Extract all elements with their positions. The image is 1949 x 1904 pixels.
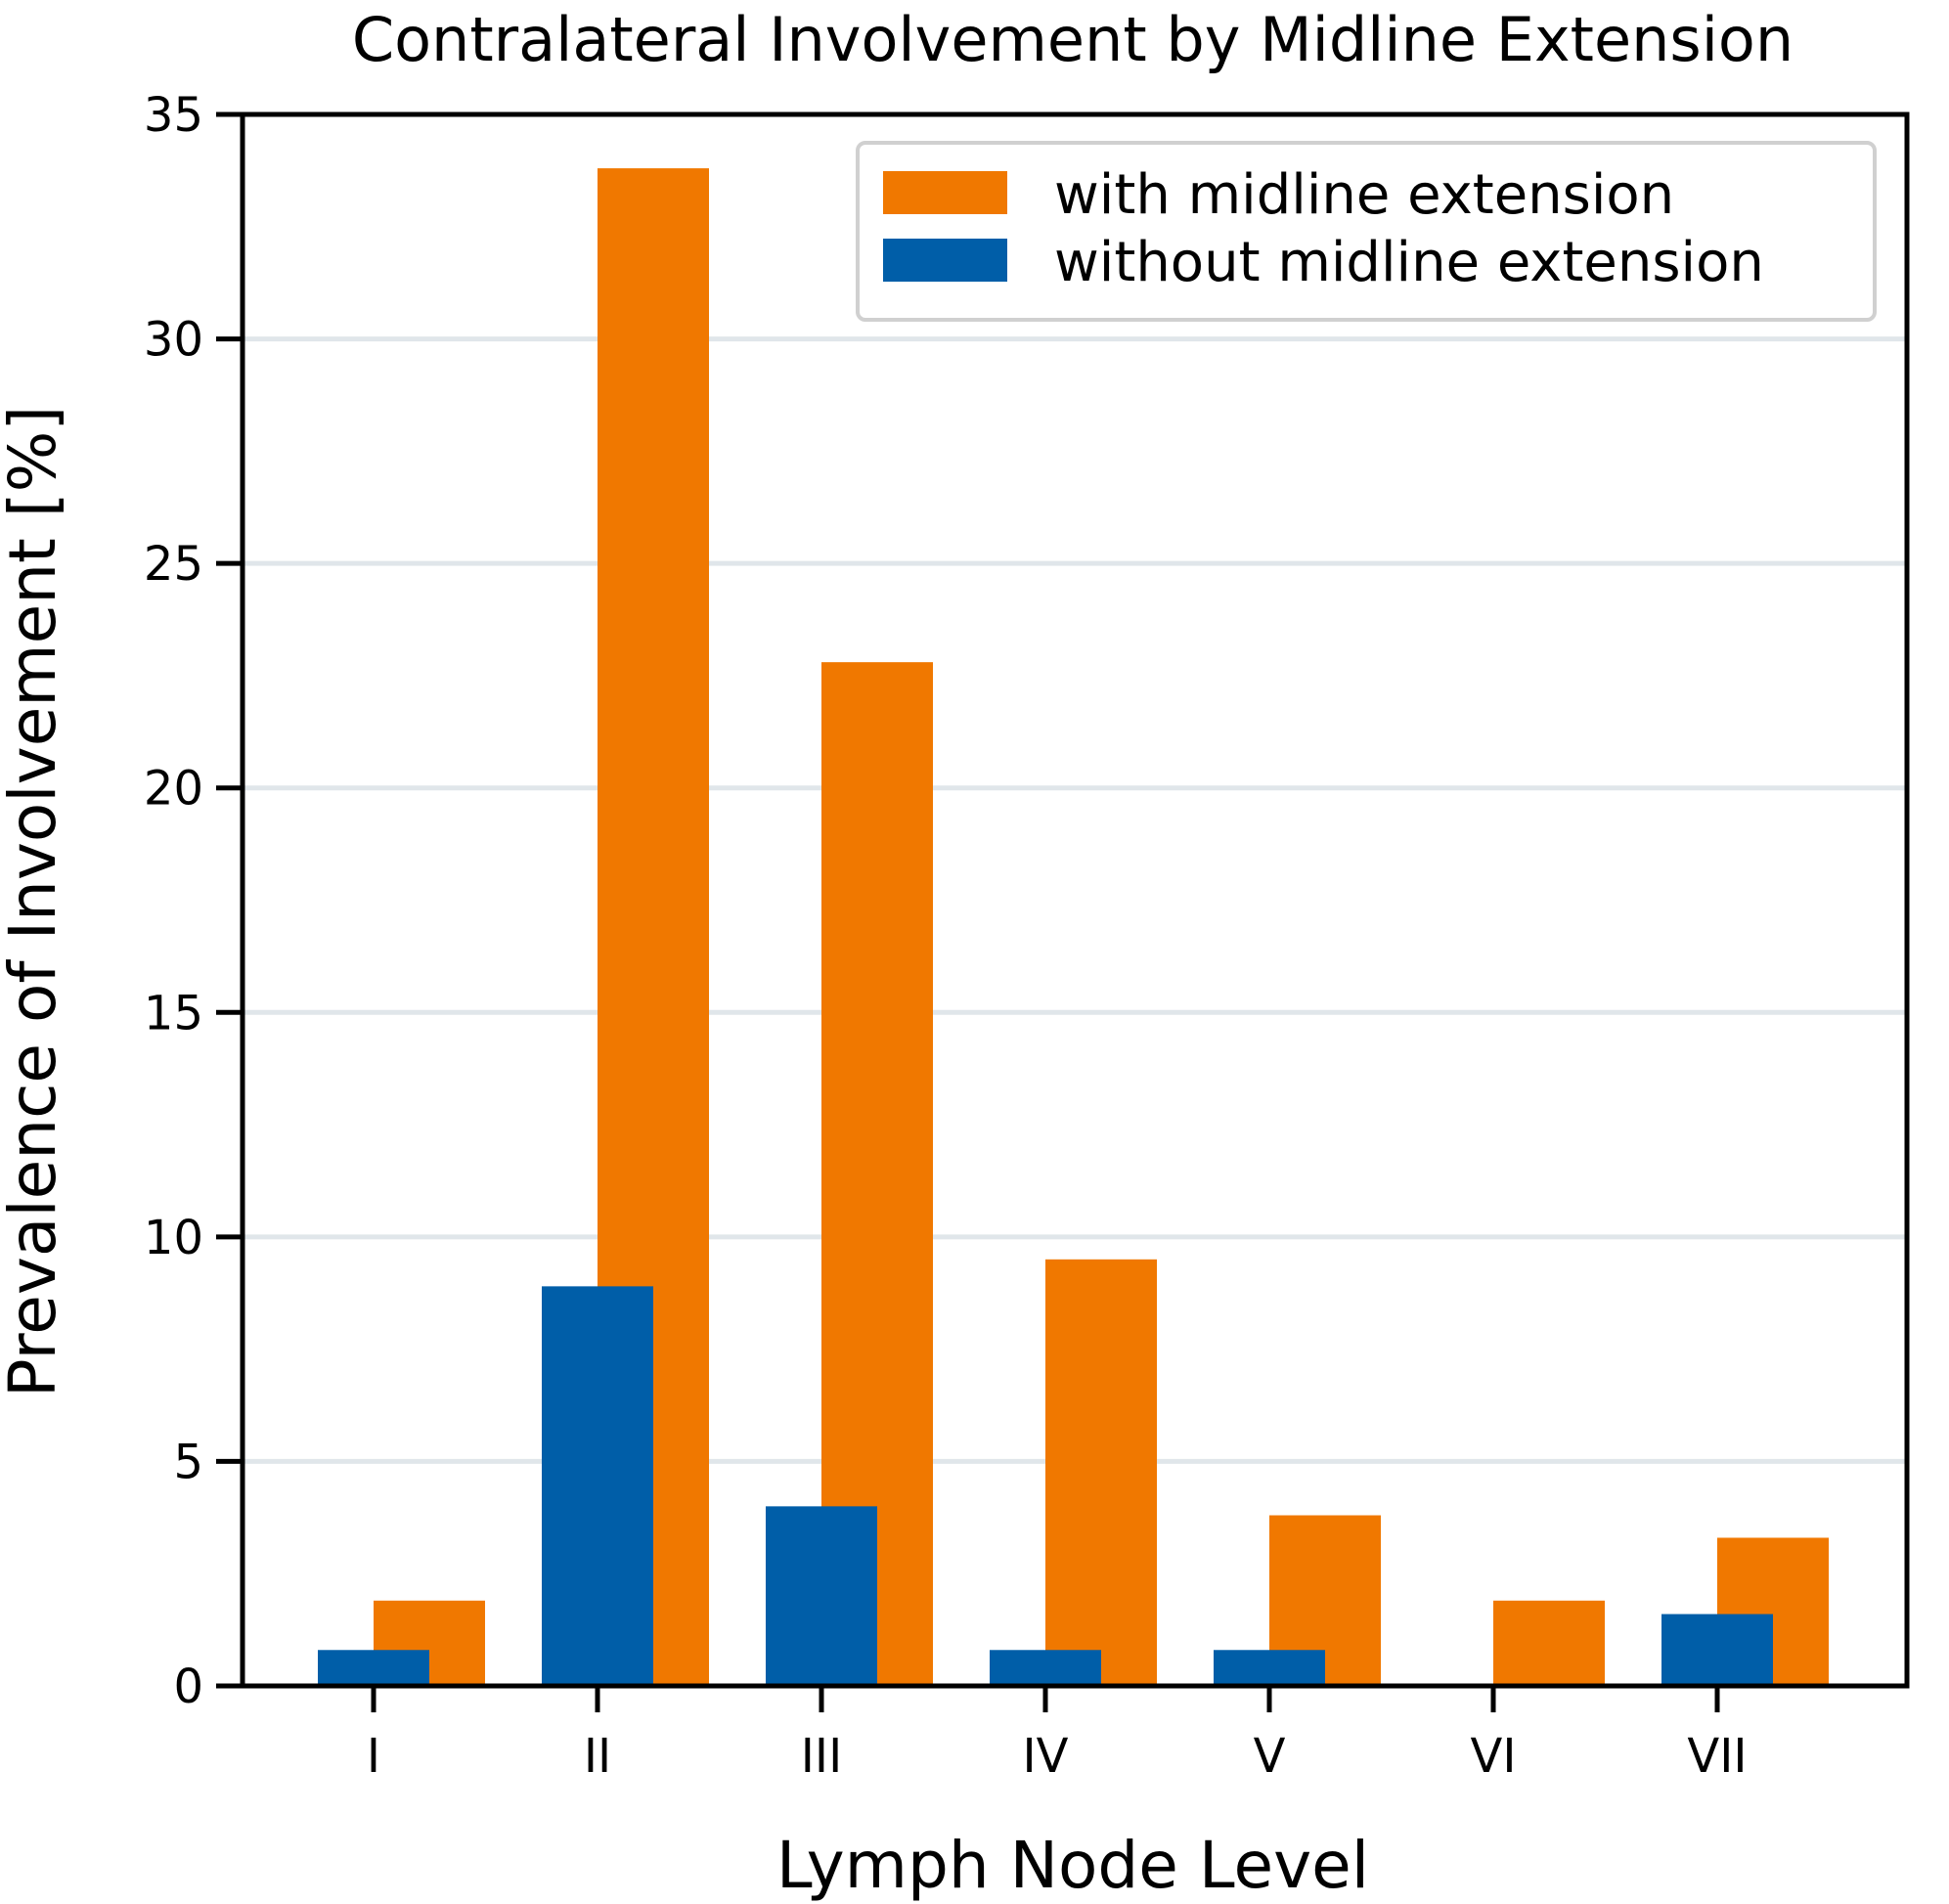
y-tick-label: 30 [144,313,203,368]
y-tick-label: 25 [144,537,203,592]
y-tick-label: 0 [173,1660,203,1714]
y-tick-label: 20 [144,762,203,817]
x-tick-label: III [801,1729,842,1784]
bar-with-midline-IV [1045,1259,1157,1686]
x-tick-label: I [367,1729,380,1784]
bar-without-midline-III [766,1506,877,1686]
legend-box [856,141,1877,322]
x-tick-label: VI [1471,1729,1517,1784]
bars [318,168,1829,1686]
y-axis-ticks: 0 5 10 15 20 25 30 35 [144,88,243,1714]
bar-without-midline-IV [990,1650,1101,1686]
y-axis-label: Prevalence of Involvement [%] [0,406,70,1397]
x-tick-label: IV [1023,1729,1069,1784]
x-axis-ticks: I II III IV V VI VII [367,1686,1748,1784]
legend-swatch-with-midline [883,171,1007,214]
x-tick-label: VII [1687,1729,1747,1784]
y-tick-label: 35 [144,88,203,143]
bar-without-midline-VII [1661,1614,1773,1686]
plot-frame [240,111,1910,1689]
legend-label-with-midline: with midline extension [1054,163,1674,227]
x-tick-label: V [1254,1729,1286,1784]
y-tick-label: 15 [144,986,203,1041]
chart-title: Contralateral Involvement by Midline Ext… [352,4,1794,75]
legend-swatch-without-midline [883,239,1007,282]
legend-label-without-midline: without midline extension [1054,231,1764,294]
bar-without-midline-II [542,1286,653,1686]
y-tick-label: 10 [144,1211,203,1265]
x-axis-label: Lymph Node Level [776,1828,1369,1903]
bar-without-midline-V [1214,1650,1325,1686]
legend: with midline extension without midline e… [856,141,1877,322]
bar-with-midline-VI [1493,1600,1605,1686]
bar-without-midline-I [318,1650,429,1686]
gridlines [243,336,1907,1464]
y-tick-label: 5 [173,1435,203,1489]
x-tick-label: II [584,1729,611,1784]
